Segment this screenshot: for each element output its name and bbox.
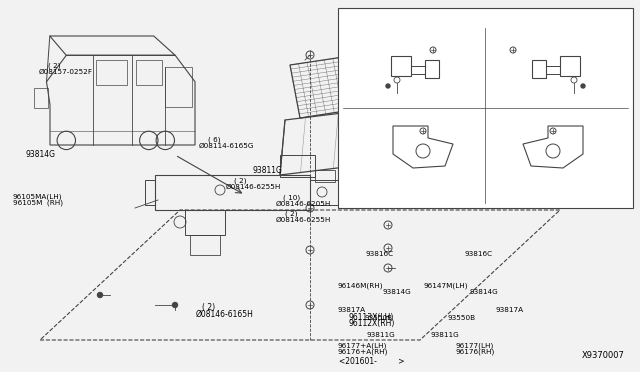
Text: 93816C: 93816C <box>365 251 394 257</box>
Circle shape <box>173 302 177 308</box>
Text: Ø08146-6205H: Ø08146-6205H <box>275 201 331 207</box>
Text: 93811G: 93811G <box>430 332 459 338</box>
Bar <box>185 210 225 235</box>
Text: X9370007: X9370007 <box>582 351 625 360</box>
Text: Ø08114-6165G: Ø08114-6165G <box>198 143 254 149</box>
Text: 93814G: 93814G <box>469 289 498 295</box>
Bar <box>34 87 48 108</box>
Text: 93550B: 93550B <box>365 315 393 321</box>
Bar <box>280 155 315 177</box>
Text: 93811G: 93811G <box>366 332 395 338</box>
Text: ( 10): ( 10) <box>283 195 300 201</box>
Text: 96105M  (RH): 96105M (RH) <box>13 199 63 206</box>
Bar <box>391 56 411 76</box>
Text: ( 6): ( 6) <box>208 137 221 144</box>
Text: 93814G: 93814G <box>383 289 412 295</box>
Bar <box>155 175 310 210</box>
Text: 93817A: 93817A <box>495 307 524 312</box>
Text: ( 2): ( 2) <box>285 210 298 217</box>
Text: 96176(RH): 96176(RH) <box>456 349 495 355</box>
Text: 96146M(RH): 96146M(RH) <box>337 282 383 289</box>
Bar <box>338 8 633 208</box>
Text: 93811G: 93811G <box>253 166 283 174</box>
Bar <box>96 60 127 85</box>
Text: ( 2): ( 2) <box>234 178 246 185</box>
Text: <201601-         >: <201601- > <box>339 357 404 366</box>
Text: Ø08146-6255H: Ø08146-6255H <box>275 217 331 222</box>
Bar <box>425 60 439 78</box>
Text: 96105MA(LH): 96105MA(LH) <box>13 194 62 201</box>
Text: Ø08146-6165H: Ø08146-6165H <box>195 310 253 319</box>
Circle shape <box>97 292 102 298</box>
Text: Ø08146-6255H: Ø08146-6255H <box>225 184 281 190</box>
Circle shape <box>386 84 390 88</box>
Bar <box>560 56 580 76</box>
Text: 96112X(RH): 96112X(RH) <box>349 319 395 328</box>
Bar <box>165 67 192 107</box>
Text: Ø08157-0252F: Ø08157-0252F <box>38 69 92 75</box>
Text: 96176+A(RH): 96176+A(RH) <box>338 349 388 355</box>
Bar <box>310 180 345 205</box>
Text: 93816C: 93816C <box>465 251 493 257</box>
Circle shape <box>581 84 585 88</box>
Bar <box>315 170 335 182</box>
Text: ( 2): ( 2) <box>48 62 61 69</box>
Bar <box>190 235 220 255</box>
Bar <box>136 60 162 85</box>
Text: 96113X(LH): 96113X(LH) <box>349 313 394 322</box>
Bar <box>532 60 546 78</box>
Text: 93817A: 93817A <box>337 307 365 312</box>
Text: 96177(LH): 96177(LH) <box>456 343 494 349</box>
Text: 93814G: 93814G <box>26 150 56 159</box>
Text: 96147M(LH): 96147M(LH) <box>424 282 468 289</box>
Text: 96177+A(LH): 96177+A(LH) <box>338 343 387 349</box>
Text: 93550B: 93550B <box>448 315 476 321</box>
Text: ( 2): ( 2) <box>202 303 215 312</box>
